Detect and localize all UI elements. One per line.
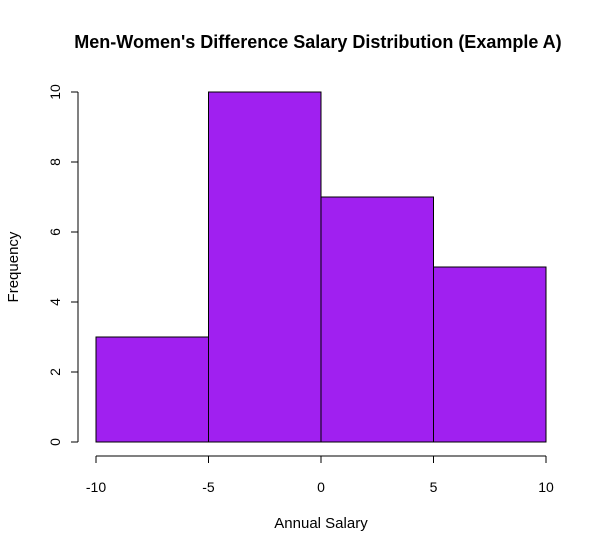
histogram-bar-1: [208, 91, 322, 443]
x-tick-label: 0: [317, 479, 325, 495]
x-tick-label: -5: [202, 479, 215, 495]
x-tick-label: -10: [86, 479, 106, 495]
histogram-bar-2: [320, 196, 434, 443]
y-tick-label: 4: [47, 298, 63, 306]
y-tick-label: 8: [47, 158, 63, 166]
x-axis-label: Annual Salary: [274, 515, 368, 532]
y-axis: 0 2 4 6 8 10: [47, 84, 79, 446]
histogram-bar-0: [95, 336, 209, 443]
y-tick-label: 0: [47, 438, 63, 446]
y-axis-label: Frequency: [5, 231, 22, 302]
x-tick-label: 5: [430, 479, 438, 495]
y-tick-label: 2: [47, 368, 63, 376]
bars-group: [95, 91, 547, 443]
x-tick-label: 10: [538, 479, 554, 495]
histogram-bar-3: [433, 266, 547, 443]
y-tick-label: 6: [47, 228, 63, 236]
chart-title: Men-Women's Difference Salary Distributi…: [74, 32, 561, 52]
x-axis: -10 -5 0 5 10: [86, 455, 554, 495]
y-tick-label: 10: [47, 84, 63, 100]
